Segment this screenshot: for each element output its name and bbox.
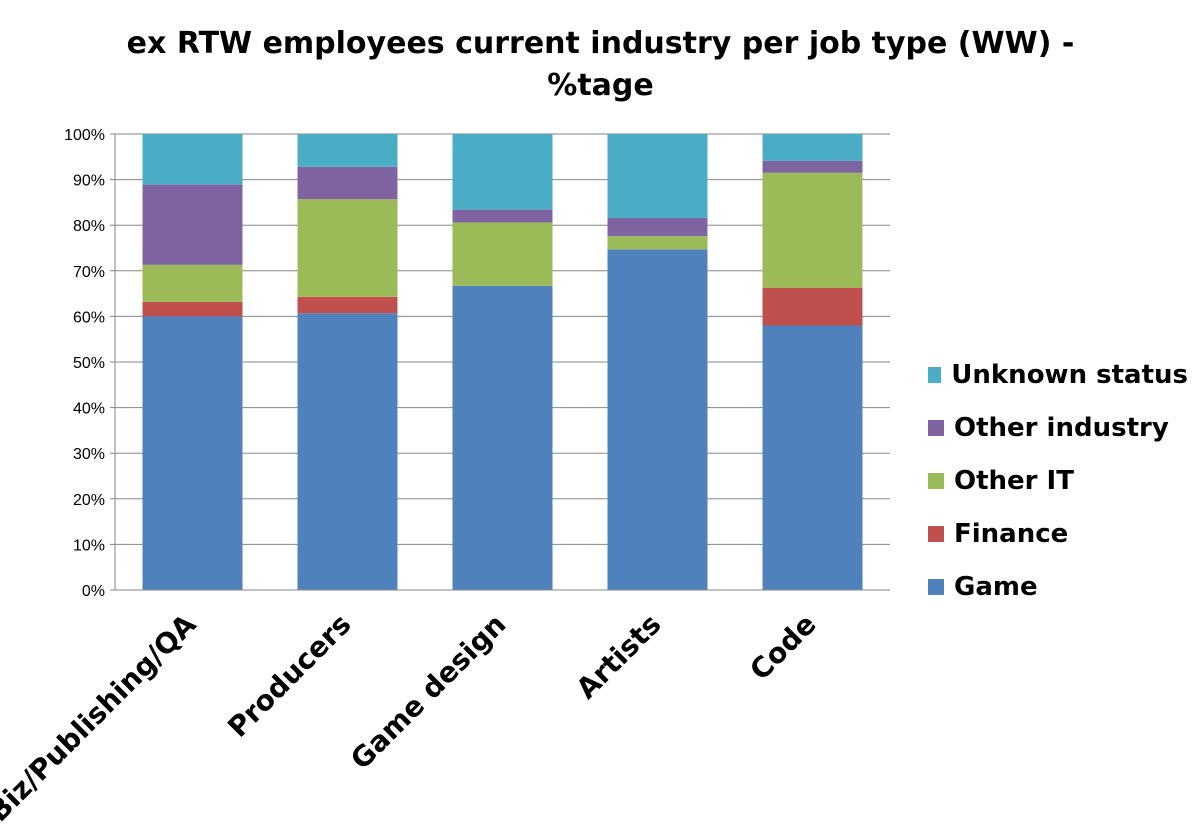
bar-game	[297, 313, 398, 590]
legend-label: Other industry	[954, 412, 1169, 443]
bar-other-it	[607, 236, 708, 250]
bar-other-industry	[142, 184, 243, 265]
y-tick-label: 100%	[64, 127, 105, 144]
y-tick-label: 10%	[73, 537, 105, 554]
bar-unknown-status	[297, 134, 398, 167]
chart-title: ex RTW employees current industry per jo…	[126, 26, 1075, 61]
legend-item: Other industry	[928, 401, 1188, 454]
legend-swatch	[928, 525, 944, 542]
y-tick-label: 0%	[82, 583, 105, 600]
bar-unknown-status	[607, 134, 708, 218]
bar-finance	[762, 287, 863, 326]
legend-item: Other IT	[928, 454, 1188, 507]
bar-unknown-status	[142, 134, 243, 185]
x-category-label: Code	[743, 608, 822, 687]
bar-other-it	[142, 264, 243, 302]
bar-other-industry	[452, 209, 553, 223]
y-tick-label: 90%	[73, 173, 105, 190]
legend-label: Unknown status	[951, 359, 1188, 390]
legend-item: Game	[928, 560, 1188, 613]
legend-label: Game	[954, 571, 1038, 602]
x-category-label: Game design	[344, 608, 512, 776]
x-category-label: Artists	[570, 608, 668, 706]
legend-item: Unknown status	[928, 348, 1188, 401]
bar-game	[452, 285, 553, 590]
y-tick-label: 30%	[73, 446, 105, 463]
bar-unknown-status	[452, 134, 553, 210]
bar-finance	[297, 296, 398, 314]
legend-swatch	[928, 472, 944, 489]
x-category-label: Producers	[221, 608, 357, 744]
x-category-label: Biz/Publishing/QA	[0, 607, 203, 828]
y-tick-label: 70%	[73, 264, 105, 281]
bar-other-industry	[297, 166, 398, 200]
legend-swatch	[928, 419, 944, 436]
legend-label: Finance	[954, 518, 1069, 549]
bar-game	[762, 325, 863, 590]
legend-swatch	[928, 366, 942, 383]
bar-other-it	[762, 172, 863, 288]
bar-game	[607, 249, 708, 591]
bar-other-industry	[607, 217, 708, 237]
y-tick-label: 20%	[73, 492, 105, 509]
legend-label: Other IT	[954, 465, 1074, 496]
bar-unknown-status	[762, 134, 863, 161]
legend-swatch	[928, 578, 944, 595]
bar-game	[142, 316, 243, 590]
y-tick-label: 60%	[73, 309, 105, 326]
legend-item: Finance	[928, 507, 1188, 560]
chart-title-line-2: %tage	[547, 68, 654, 103]
y-tick-label: 50%	[73, 355, 105, 372]
legend: Unknown status Other industry Other IT Fina…	[928, 348, 1188, 613]
bar-finance	[142, 301, 243, 317]
bar-other-it	[452, 222, 553, 286]
y-tick-label: 40%	[73, 401, 105, 418]
bar-other-it	[297, 199, 398, 297]
bar-other-industry	[762, 160, 863, 173]
y-tick-label: 80%	[73, 218, 105, 235]
